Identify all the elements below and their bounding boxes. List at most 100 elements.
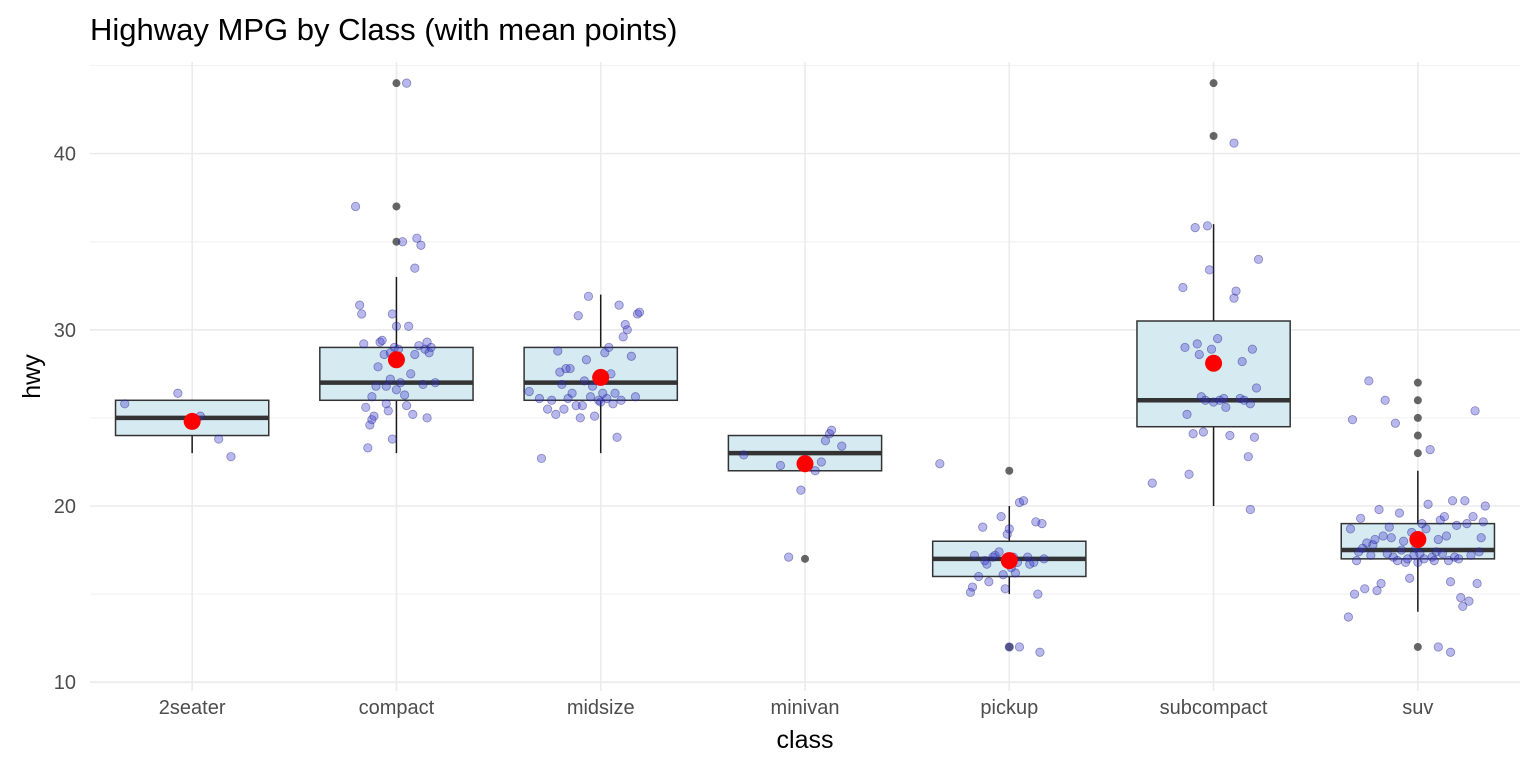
jitter-point — [1023, 552, 1033, 562]
jitter-point — [967, 582, 978, 592]
y-tick-label: 40 — [54, 144, 76, 166]
jitter-point — [573, 311, 583, 321]
outlier-point — [1413, 431, 1422, 440]
jitter-point — [577, 400, 587, 411]
jitter-point — [420, 344, 430, 354]
jitter-point — [575, 413, 585, 423]
jitter-point — [1231, 286, 1241, 296]
jitter-point — [1037, 519, 1047, 529]
jitter-point — [542, 404, 553, 414]
jitter-point — [1445, 577, 1456, 587]
jitter-point — [1415, 548, 1425, 559]
jitter-point — [1394, 508, 1405, 518]
jitter-point — [567, 388, 577, 398]
jitter-point — [412, 233, 422, 243]
jitter-point — [1390, 418, 1400, 428]
jitter-point — [571, 400, 581, 411]
jitter-point — [551, 409, 561, 419]
jitter-point — [1364, 376, 1374, 386]
outlier-point — [1005, 642, 1014, 651]
jitter-point — [1004, 524, 1014, 534]
jitter-point — [1423, 499, 1433, 509]
jitter-point — [1237, 356, 1247, 367]
jitter-point — [391, 321, 402, 331]
jitter-point — [1396, 545, 1407, 555]
jitter-point — [1239, 395, 1249, 405]
jitter-point — [581, 355, 592, 365]
jitter-point — [1180, 342, 1190, 353]
jitter-point — [1445, 647, 1456, 657]
jitter-point — [1184, 469, 1194, 479]
jitter-point — [974, 571, 984, 582]
jitter-point — [1215, 395, 1225, 405]
x-axis-title: class — [777, 726, 834, 754]
jitter-point — [350, 201, 361, 212]
outlier-point — [1209, 79, 1218, 88]
jitter-point — [1380, 395, 1390, 405]
jitter-point — [1018, 496, 1029, 506]
jitter-point — [1466, 550, 1476, 560]
jitter-point — [826, 425, 837, 435]
jitter-point — [367, 392, 377, 402]
jitter-point — [1251, 383, 1262, 393]
jitter-point — [594, 395, 604, 405]
jitter-point — [1147, 478, 1157, 488]
jitter-point — [377, 335, 387, 345]
y-tick-label: 30 — [54, 320, 76, 342]
jitter-point — [1345, 524, 1356, 534]
outlier-point — [801, 554, 809, 563]
jitter-point — [1382, 548, 1392, 559]
jitter-point — [622, 325, 632, 335]
jitter-point — [391, 385, 402, 395]
jitter-point — [1010, 568, 1021, 578]
jitter-point — [610, 388, 620, 398]
mean-point — [1205, 354, 1223, 372]
jitter-point — [426, 342, 436, 353]
jitter-point — [553, 346, 563, 356]
jitter-point — [1433, 642, 1443, 652]
jitter-point — [1435, 515, 1445, 525]
jitter-point — [524, 386, 534, 397]
jitter-point — [1460, 496, 1470, 506]
jitter-point — [585, 392, 596, 402]
jitter-point — [1039, 554, 1049, 564]
jitter-point — [984, 577, 994, 587]
jitter-point — [810, 466, 820, 476]
jitter-point — [1178, 282, 1188, 293]
jitter-point — [775, 460, 786, 471]
jitter-point — [387, 309, 397, 319]
jitter-point — [982, 559, 992, 569]
jitter-point — [381, 399, 391, 409]
jitter-point — [385, 374, 395, 384]
outlier-point — [1209, 132, 1218, 140]
jitter-point — [1245, 399, 1255, 409]
x-tick-label: minivan — [771, 697, 840, 719]
jitter-point — [1372, 585, 1382, 596]
jitter-point — [1014, 642, 1025, 652]
jitter-point — [965, 587, 976, 597]
x-tick-label: compact — [359, 697, 435, 719]
jitter-point — [1000, 584, 1010, 594]
jitter-point — [632, 309, 643, 319]
x-tick-label: suv — [1402, 697, 1433, 719]
jitter-point — [1356, 513, 1366, 523]
jitter-point — [998, 570, 1008, 580]
jitter-point — [1229, 293, 1239, 303]
jitter-point — [784, 552, 794, 562]
mean-point — [183, 412, 201, 430]
jitter-point — [604, 342, 614, 353]
jitter-point — [373, 362, 383, 372]
jitter-point — [416, 240, 426, 250]
outlier-point — [392, 202, 401, 211]
jitter-point — [820, 436, 831, 446]
jitter-point — [598, 388, 608, 398]
jitter-point — [1229, 138, 1239, 148]
jitter-point — [1454, 554, 1464, 564]
jitter-point — [414, 341, 424, 351]
jitter-point — [1374, 504, 1384, 515]
jitter-point — [357, 309, 367, 319]
jitter-point — [402, 78, 412, 88]
jitter-point — [824, 429, 835, 439]
jitter-point — [796, 485, 806, 495]
